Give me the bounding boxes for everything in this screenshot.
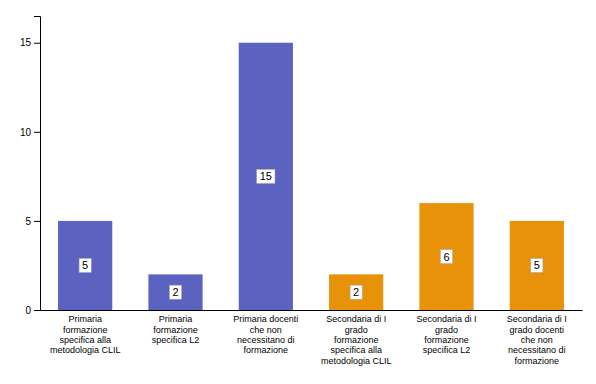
y-tick: 0: [25, 305, 40, 316]
bar: [239, 43, 293, 310]
x-tick-label-line: che non: [521, 335, 553, 345]
x-tick-label-line: grado docenti: [510, 325, 565, 335]
x-tick-label-line: Secondaria di I: [326, 314, 386, 324]
x-tick-label: Primariaformazionespecifica L2: [152, 314, 200, 345]
x-tick-label-line: grado: [345, 325, 368, 335]
x-tick-label-line: formazione: [515, 356, 560, 366]
x-tick: Primaria docentiche nonnecessitano difor…: [233, 310, 298, 355]
bar: [419, 203, 473, 310]
y-tick-label: 15: [20, 37, 32, 48]
y-tick: 15: [20, 37, 40, 48]
data-label: 2: [353, 286, 359, 298]
x-tick: Primariaformazionespecifica L2: [152, 310, 200, 345]
bar: [148, 274, 202, 310]
x-tick-label: Primaria docentiche nonnecessitano difor…: [233, 314, 298, 355]
x-tick-label: Primariaformazionespecifica allametodolo…: [50, 314, 121, 355]
x-tick-label-line: metodologia CLIL: [50, 345, 121, 355]
bar: [58, 221, 112, 310]
x-tick-label-line: specifica L2: [423, 345, 471, 355]
x-tick-label-line: metodologia CLIL: [321, 356, 392, 366]
data-label-box: [79, 258, 91, 272]
data-label-group: 6: [440, 250, 452, 264]
data-label: 6: [443, 251, 449, 263]
chart: 051015Primariaformazionespecifica allame…: [0, 0, 596, 384]
x-tick-label-line: Secondaria di I: [507, 314, 567, 324]
x-tick-label-line: specifica alla: [59, 335, 111, 345]
y-tick-label: 0: [25, 305, 31, 316]
data-label-box: [257, 169, 275, 183]
data-label-group: 2: [350, 285, 362, 299]
x-axis: Primariaformazionespecifica allametodolo…: [41, 310, 583, 366]
y-tick-label: 5: [25, 216, 31, 227]
x-tick-label-line: Secondaria di I: [416, 314, 476, 324]
x-axis-line: [41, 310, 583, 311]
y-tick-mark: [34, 221, 40, 222]
x-tick: Primariaformazionespecifica allametodolo…: [50, 310, 121, 355]
y-tick-label: 10: [20, 127, 32, 138]
data-label: 2: [172, 286, 178, 298]
x-tick: Secondaria di Igrado docentiche nonneces…: [507, 310, 567, 366]
x-tick-label-line: Primaria docenti: [233, 314, 298, 324]
data-label-group: 2: [169, 285, 181, 299]
bar: [510, 221, 564, 310]
data-label-box: [531, 258, 543, 272]
x-tick-label: Secondaria di Igradoformazionespecifica …: [416, 314, 476, 355]
x-tick-label-line: specifica L2: [152, 335, 200, 345]
data-label-box: [350, 285, 362, 299]
x-tick: Secondaria di Igradoformazionespecifica …: [416, 310, 476, 355]
y-tick: 5: [25, 216, 40, 227]
data-label-group: 5: [531, 258, 543, 272]
x-tick-label: Secondaria di Igradoformazionespecifica …: [321, 314, 392, 365]
data-label: 5: [534, 259, 540, 271]
data-labels: 5 2 15 2 6 5: [79, 169, 543, 299]
y-axis-line: [34, 17, 41, 311]
x-tick-label-line: che non: [250, 325, 282, 335]
x-tick-label-line: grado: [435, 325, 458, 335]
y-tick: 10: [20, 127, 40, 138]
x-tick-label-line: specifica alla: [330, 345, 382, 355]
x-tick-label: Secondaria di Igrado docentiche nonneces…: [507, 314, 567, 365]
data-label-box: [169, 285, 181, 299]
bars: [58, 43, 564, 310]
x-tick-label-line: formazione: [153, 325, 198, 335]
data-label-box: [440, 250, 452, 264]
x-tick-label-line: formazione: [63, 325, 108, 335]
x-tick-label-line: necessitano di: [237, 335, 295, 345]
x-tick-label-line: Primaria: [159, 314, 193, 324]
data-label-group: 15: [257, 169, 275, 183]
x-tick-label-line: necessitano di: [508, 345, 566, 355]
bar: [329, 274, 383, 310]
plot: 051015Primariaformazionespecifica allame…: [20, 17, 583, 366]
y-tick-mark: [34, 310, 40, 311]
x-tick: Secondaria di Igradoformazionespecifica …: [321, 310, 392, 366]
x-tick-label-line: formazione: [244, 345, 289, 355]
y-tick-mark: [34, 132, 40, 133]
data-label-group: 5: [79, 258, 91, 272]
y-tick-mark: [34, 43, 40, 44]
x-tick-label-line: formazione: [334, 335, 379, 345]
data-label: 5: [82, 259, 88, 271]
x-tick-label-line: formazione: [424, 335, 469, 345]
y-axis: 0 5 10 15: [20, 17, 41, 316]
data-label: 15: [260, 170, 272, 182]
x-tick-label-line: Primaria: [68, 314, 102, 324]
